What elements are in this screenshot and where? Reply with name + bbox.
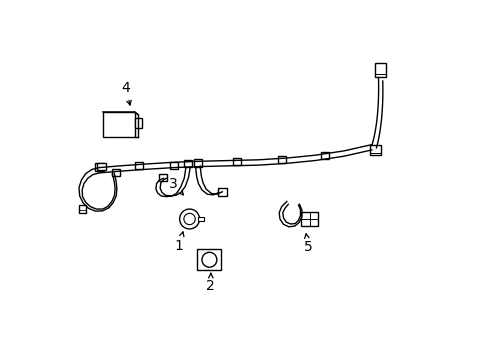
Circle shape [202,252,216,267]
Bar [197,249,221,270]
Bar [194,159,202,167]
Bar [278,156,285,163]
Text: 3: 3 [169,176,183,195]
Circle shape [183,213,195,225]
Bar [369,145,380,155]
Bar [134,118,142,127]
Bar [170,162,178,168]
Text: 5: 5 [304,234,312,255]
Bar [184,160,192,167]
Circle shape [179,209,199,229]
Bar [218,188,226,195]
Bar [79,205,86,213]
Bar [112,169,120,176]
Bar [95,163,104,171]
Bar [198,216,203,221]
Text: 4: 4 [121,81,131,105]
Bar [233,158,241,165]
Bar [159,174,166,181]
Bar [301,212,318,226]
Bar [374,63,386,77]
Text: 2: 2 [206,273,215,293]
Bar [97,163,105,170]
Text: 1: 1 [174,232,183,253]
Bar [102,112,134,138]
Bar [135,162,143,169]
Bar [320,152,328,159]
